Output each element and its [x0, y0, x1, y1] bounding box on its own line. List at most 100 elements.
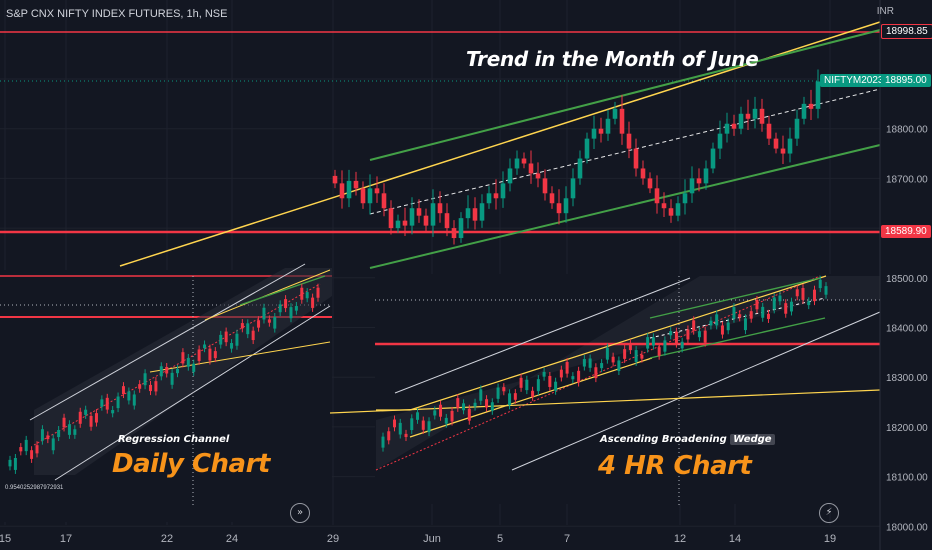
lightning-button[interactable]: ⚡ [819, 503, 839, 523]
candle-body [528, 163, 534, 174]
currency-label: INR [876, 6, 894, 17]
candle-body [486, 193, 492, 204]
hr4-candle-body [559, 369, 563, 378]
hr4-candle-body [807, 301, 811, 306]
candle-body [535, 173, 541, 179]
candle-body [367, 188, 373, 204]
hr4-candle-body [749, 311, 753, 319]
candle-body [731, 123, 737, 129]
price-label-last: 18895.00 [881, 74, 931, 87]
hr4-candle-body [508, 393, 512, 406]
candle-body [500, 183, 506, 199]
hr4-candle-body [669, 331, 673, 336]
hr4-candle-body [715, 314, 719, 326]
daily-candle-body [73, 429, 77, 435]
hr4-candle-body [565, 361, 569, 374]
symbol-header[interactable]: S&P CNX NIFTY INDEX FUTURES, 1h, NSE [6, 8, 228, 20]
candle-body [661, 203, 667, 209]
hr4-green-lower [649, 317, 826, 359]
time-axis[interactable]: 15 17 22 24 29 Jun 5 7 12 14 19 [0, 533, 836, 545]
hr4-candle-body [784, 303, 788, 314]
daily-candle-body [176, 368, 180, 374]
candle-body [759, 108, 765, 124]
wedge-badge: Wedge [730, 434, 775, 445]
x-tick-label: 5 [497, 533, 503, 545]
daily-candle-body [246, 323, 250, 335]
candle-body [787, 138, 793, 154]
candle-body [647, 178, 653, 189]
hr4-candle-body [674, 331, 678, 344]
chart-title: Trend in the Month of June [466, 47, 759, 71]
daily-yellow-line [149, 341, 331, 373]
x-tick-label: 19 [824, 533, 836, 545]
daily-candle-body [105, 397, 109, 410]
daily-candle-body [219, 334, 223, 345]
hr4-candle-body [795, 289, 799, 297]
daily-candle-body [251, 330, 255, 341]
candle-body [794, 118, 800, 139]
candle-body [773, 138, 779, 149]
candle-body [416, 208, 422, 216]
candle-body [577, 158, 583, 179]
daily-candle-body [148, 384, 152, 392]
candle-body [507, 168, 513, 184]
replay-button[interactable]: » [290, 503, 310, 523]
candle-body [353, 180, 359, 189]
channel-lower-line[interactable] [369, 144, 881, 269]
candle-body [591, 128, 597, 139]
candle-body [738, 113, 744, 129]
hr4-candle-body [600, 363, 604, 369]
candle-body [710, 148, 716, 169]
candle-body [808, 103, 814, 109]
daily-candle-body [262, 307, 266, 320]
channel-upper-line[interactable] [369, 29, 881, 161]
hr4-candle-body [812, 289, 816, 302]
hr4-candle-body [479, 389, 483, 401]
hr4-candle-body [732, 307, 736, 319]
candle-body [584, 138, 590, 159]
daily-candle-body [24, 439, 28, 452]
daily-candle-body [13, 457, 17, 470]
y-tick-label: 18700.00 [886, 174, 928, 185]
candle-body [563, 198, 569, 214]
candle-body [437, 203, 443, 214]
symbol-price-tag[interactable]: NIFTYM2023 [820, 74, 888, 87]
candle-body [395, 220, 401, 229]
hr4-candle-body [519, 377, 523, 388]
daily-candle-body [240, 323, 244, 329]
hr4-candle-body [755, 299, 759, 310]
hr4-chart-label: 4 HR Chart [598, 451, 752, 481]
daily-candle-body [30, 450, 34, 459]
candle-body [479, 203, 485, 221]
hr4-candle-body [571, 376, 575, 380]
daily-candle-body [89, 415, 93, 427]
candle-body [717, 133, 723, 149]
hr4-candle-body [467, 408, 471, 421]
broadening-label-text: Ascending Broadening [600, 434, 727, 445]
daily-candle-body [289, 307, 293, 319]
daily-candle-body [100, 399, 104, 407]
candle-body [388, 208, 394, 229]
daily-candle-body [192, 363, 196, 372]
daily-candle-body [84, 409, 88, 415]
hr4-candle-body [824, 286, 828, 295]
candle-body [360, 188, 366, 204]
hr4-candle-body [778, 295, 782, 302]
daily-candle-body [165, 366, 169, 374]
daily-candle-body [230, 343, 234, 349]
x-tick-label: 22 [161, 533, 173, 545]
daily-channel-upper [29, 263, 306, 421]
candle-body [556, 203, 562, 214]
hr4-candle-body [531, 390, 535, 397]
daily-candle-body [116, 396, 120, 409]
hr4-candle-body [617, 360, 621, 372]
candle-body [339, 183, 345, 199]
hr4-candle-body [726, 322, 730, 331]
hr4-candle-body [433, 410, 437, 416]
candle-body [696, 178, 702, 184]
candle-body [549, 193, 555, 204]
daily-candles [8, 283, 320, 474]
hr4-candle-body [450, 410, 454, 422]
candle-body [675, 203, 681, 216]
